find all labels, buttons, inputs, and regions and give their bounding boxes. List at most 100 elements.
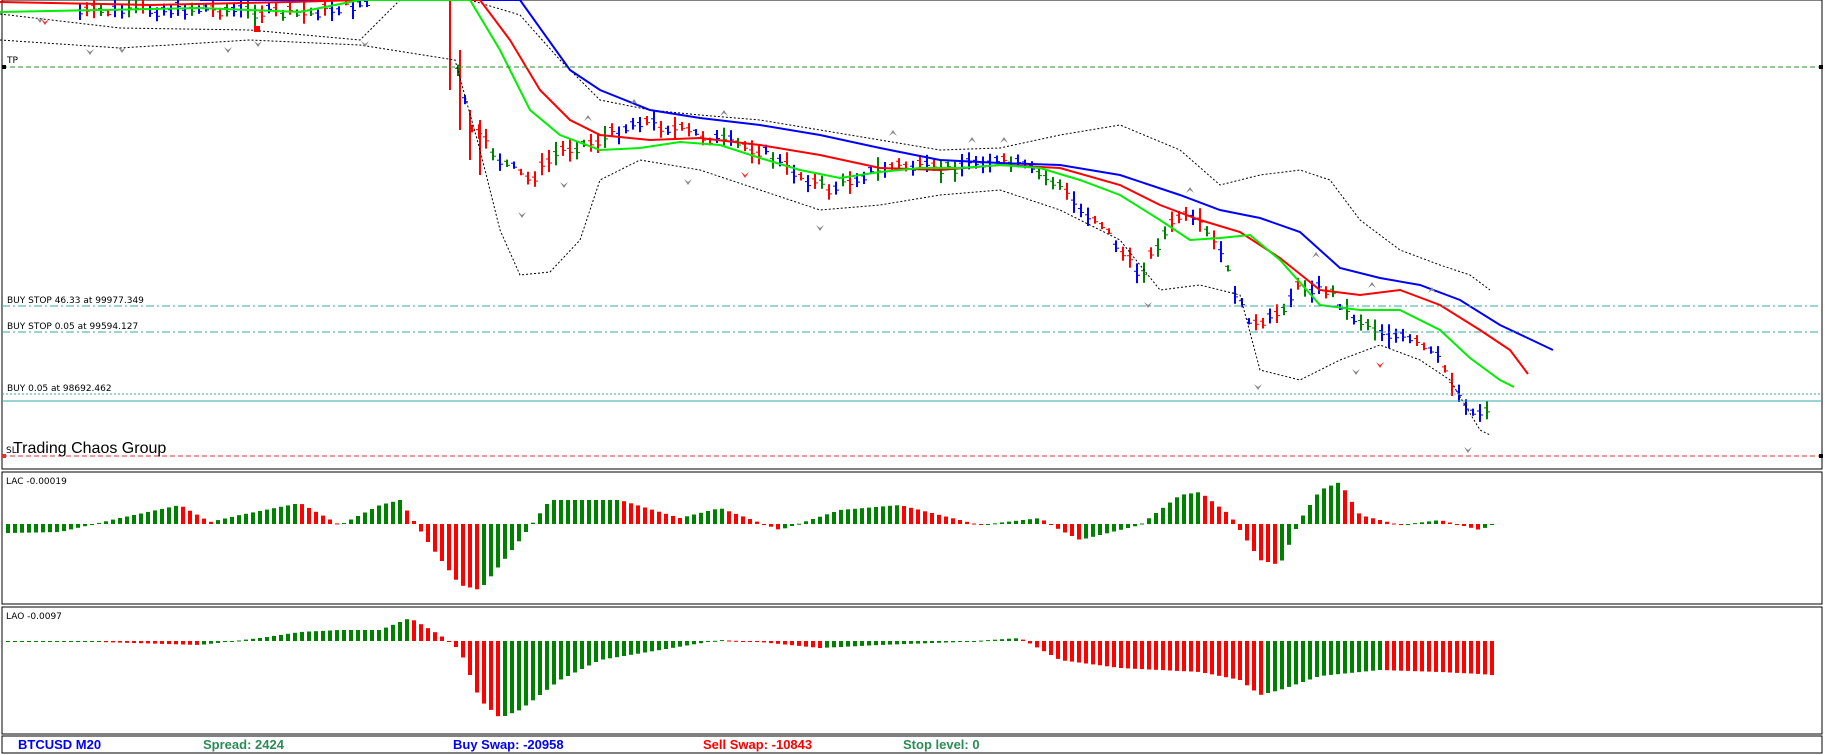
histogram-bar bbox=[1217, 641, 1221, 676]
histogram-bar bbox=[937, 641, 941, 643]
fractal-marker bbox=[741, 172, 749, 178]
histogram-bar bbox=[440, 636, 444, 641]
histogram-bar bbox=[846, 641, 850, 647]
histogram-bar bbox=[146, 511, 150, 524]
histogram-bar bbox=[1203, 495, 1207, 524]
histogram-bar bbox=[1231, 641, 1235, 679]
histogram-bar bbox=[1021, 639, 1025, 641]
histogram-bar bbox=[1462, 641, 1466, 674]
histogram-bar bbox=[62, 524, 66, 532]
histogram-bar bbox=[1434, 520, 1438, 524]
histogram-bar bbox=[244, 639, 248, 641]
histogram-bar bbox=[279, 634, 283, 641]
histogram-bar bbox=[720, 640, 724, 642]
histogram-bar bbox=[867, 641, 871, 646]
histogram-bar bbox=[1462, 524, 1466, 526]
tp-line-handle[interactable] bbox=[2, 65, 6, 69]
histogram-bar bbox=[1259, 524, 1263, 561]
histogram-bar bbox=[104, 521, 108, 524]
histogram-bar bbox=[1035, 518, 1039, 524]
histogram-bar bbox=[965, 641, 969, 642]
lac-panel-frame bbox=[1, 471, 1823, 605]
histogram-bar bbox=[426, 524, 430, 542]
histogram-bar bbox=[496, 641, 500, 717]
histogram-bar bbox=[419, 624, 423, 641]
histogram-bar bbox=[13, 641, 17, 642]
histogram-bar bbox=[902, 641, 906, 645]
histogram-bar bbox=[825, 641, 829, 648]
sl-line-handle-right[interactable] bbox=[1819, 454, 1823, 458]
histogram-bar bbox=[524, 524, 528, 532]
histogram-bar bbox=[1371, 641, 1375, 671]
order-lines[interactable]: TP BUY STOP 46.33 at 99977.349 BUY STOP … bbox=[2, 56, 1823, 458]
histogram-bar bbox=[426, 628, 430, 641]
fractal-marker bbox=[1428, 287, 1436, 293]
histogram-bar bbox=[552, 500, 556, 524]
histogram-bar bbox=[286, 505, 290, 524]
histogram-bar bbox=[867, 507, 871, 524]
histogram-bar bbox=[321, 630, 325, 641]
fractal-marker bbox=[1352, 369, 1360, 375]
histogram-bar bbox=[69, 524, 73, 530]
histogram-bar bbox=[839, 641, 843, 647]
histogram-bar bbox=[986, 524, 990, 525]
histogram-bar bbox=[41, 524, 45, 533]
jaw-line bbox=[200, 0, 1554, 351]
histogram-bar bbox=[300, 504, 304, 524]
status-bar-frame bbox=[1, 735, 1823, 754]
fractal-marker bbox=[224, 47, 232, 53]
histogram-bar bbox=[944, 516, 948, 524]
histogram-bar bbox=[1070, 524, 1074, 536]
histogram-bar bbox=[342, 630, 346, 641]
histogram-bar bbox=[1112, 641, 1116, 668]
histogram-bar bbox=[1175, 497, 1179, 525]
histogram-bar bbox=[314, 631, 318, 641]
histogram-bar bbox=[1189, 493, 1193, 524]
histogram-bar bbox=[811, 519, 815, 524]
histogram-bar bbox=[545, 641, 549, 690]
histogram-bar bbox=[1196, 641, 1200, 672]
histogram-bar bbox=[965, 521, 969, 525]
histogram-bar bbox=[167, 641, 171, 645]
histogram-bar bbox=[902, 506, 906, 524]
histogram-bar bbox=[349, 630, 353, 641]
histogram-bar bbox=[1140, 641, 1144, 670]
histogram-bar bbox=[461, 641, 465, 658]
tp-line-handle-right[interactable] bbox=[1819, 65, 1823, 69]
histogram-bar bbox=[1441, 641, 1445, 673]
histogram-bar bbox=[1189, 641, 1193, 672]
histogram-bar bbox=[1182, 494, 1186, 524]
histogram-bar bbox=[657, 511, 661, 524]
histogram-bar bbox=[1322, 488, 1326, 524]
fractal-marker bbox=[560, 182, 568, 188]
histogram-bar bbox=[699, 512, 703, 525]
teeth-line bbox=[0, 0, 1529, 375]
fractal-marker bbox=[1144, 302, 1152, 308]
symbol-timeframe: BTCUSD M20 bbox=[18, 737, 101, 752]
histogram-bar bbox=[1210, 641, 1214, 675]
histogram-bar bbox=[293, 504, 297, 524]
histogram-bar bbox=[671, 641, 675, 648]
histogram-bar bbox=[545, 504, 549, 524]
histogram-bar bbox=[1364, 641, 1368, 672]
histogram-bar bbox=[1063, 524, 1067, 533]
histogram-bar bbox=[783, 641, 787, 645]
histogram-bar bbox=[1098, 641, 1102, 666]
histogram-bar bbox=[972, 641, 976, 642]
histogram-bar bbox=[650, 641, 654, 652]
histogram-bar bbox=[573, 641, 577, 673]
histogram-bar bbox=[741, 516, 745, 524]
histogram-bar bbox=[1098, 524, 1102, 535]
histogram-bar bbox=[1469, 641, 1473, 674]
fractal-marker bbox=[518, 212, 526, 218]
histogram-bar bbox=[517, 641, 521, 711]
histogram-bar bbox=[1350, 641, 1354, 673]
histogram-bar bbox=[503, 641, 507, 716]
histogram-bar bbox=[13, 524, 17, 533]
sl-line-handle[interactable] bbox=[2, 454, 6, 458]
histogram-bar bbox=[1266, 641, 1270, 693]
histogram-bar bbox=[706, 511, 710, 524]
histogram-bar bbox=[48, 641, 52, 642]
histogram-bar bbox=[874, 507, 878, 524]
